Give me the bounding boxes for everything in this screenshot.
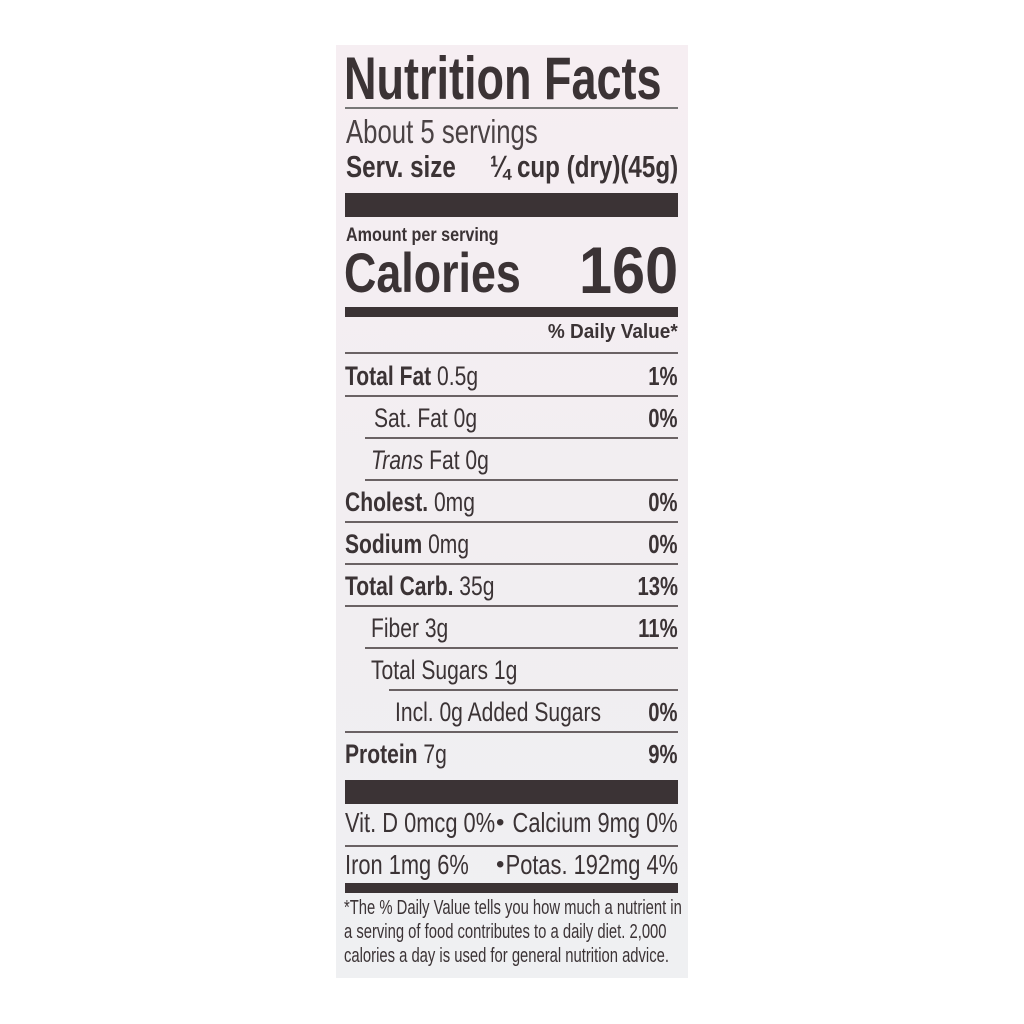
amount-per-serving: Amount per serving — [346, 225, 525, 247]
nutrient-row-total-carb: Total Carb. 35g 13% — [345, 565, 678, 607]
calories-value-text: 160 — [578, 233, 678, 307]
footnote-line: calories a day is used for general nutri… — [344, 945, 783, 968]
nutrient-row-trans-fat: Trans Fat 0g — [345, 439, 678, 481]
nutrient-amount: 1g — [493, 655, 518, 685]
daily-value-header: % Daily Value* — [541, 321, 678, 344]
nutrient-row-fiber: Fiber 3g 11% — [345, 607, 678, 649]
nutrient-name: Trans — [371, 445, 424, 475]
daily-value-header-text: % Daily Value* — [548, 321, 678, 343]
nutrient-amount: 7g — [423, 739, 447, 769]
nutrient-dv: 9% — [648, 739, 678, 769]
nutrient-row-sat-fat: Sat. Fat 0g 0% — [345, 397, 678, 439]
thick-bar — [345, 193, 678, 217]
micro-right-potassium: Potas. 192mg 4% — [457, 849, 678, 881]
serving-size-label: Serv. size — [346, 149, 487, 185]
nutrient-row-cholesterol: Cholest. 0mg 0% — [345, 481, 678, 523]
nutrient-name: Total Fat — [345, 361, 432, 391]
label-title: Nutrition Facts — [344, 47, 767, 111]
medium-bar — [345, 883, 678, 893]
nutrient-name: Incl. 0g Added Sugars — [395, 697, 602, 727]
nutrient-amount: 0.5g — [437, 361, 479, 391]
nutrient-row-total-sugars: Total Sugars 1g — [345, 649, 678, 691]
nutrient-dv: 1% — [648, 361, 678, 391]
micro-text: Vit. D 0mcg 0% — [345, 807, 496, 838]
nutrient-dv: 0% — [648, 487, 678, 517]
nutrient-amount: 0g — [453, 403, 478, 433]
calories-value: 160 — [568, 235, 678, 305]
serving-size-label-text: Serv. size — [346, 149, 456, 184]
title-text: Nutrition Facts — [344, 45, 662, 112]
micro-left-iron: Iron 1mg 6% — [345, 849, 504, 881]
bullet: • — [496, 809, 505, 836]
calories-label: Calories — [344, 243, 565, 303]
footnote-line: a serving of food contributes to a daily… — [344, 921, 780, 944]
nutrient-amount: 0mg — [428, 529, 470, 559]
nutrient-name: Total Carb. — [345, 571, 454, 601]
servings-text: About 5 servings — [346, 113, 538, 150]
thick-bar — [345, 780, 678, 804]
footnote-text: *The % Daily Value tells you how much a … — [344, 897, 682, 919]
nutrient-amount: 3g — [424, 613, 449, 643]
nutrient-row-added-sugars: Incl. 0g Added Sugars 0% — [345, 691, 678, 733]
bullet: • — [496, 851, 505, 878]
nutrient-name: Fiber — [371, 613, 419, 643]
divider — [345, 845, 678, 847]
nutrient-dv: 0% — [648, 697, 678, 727]
servings-per-container: About 5 servings — [346, 113, 592, 151]
nutrient-name: Sat. Fat — [374, 403, 448, 433]
footnote-text: calories a day is used for general nutri… — [344, 945, 669, 967]
nutrient-dv: 13% — [637, 571, 678, 601]
nutrient-row-sodium: Sodium 0mg 0% — [345, 523, 678, 565]
micro-text: Calcium 9mg 0% — [512, 807, 678, 838]
nutrition-facts-label: Nutrition Facts About 5 servings Serv. s… — [336, 45, 688, 978]
nutrient-name: Protein — [345, 739, 418, 769]
nutrient-row-total-fat: Total Fat 0.5g 1% — [345, 355, 678, 397]
nutrient-name: Sodium — [345, 529, 423, 559]
nutrient-dv: 0% — [648, 529, 678, 559]
footnote-text: a serving of food contributes to a daily… — [344, 921, 667, 943]
serving-size-value-text: ¼ cup (dry)(45g) — [489, 149, 678, 184]
medium-bar — [345, 307, 678, 317]
nutrient-name: Cholest. — [345, 487, 429, 517]
nutrient-name: Total Sugars — [371, 655, 489, 685]
micro-text: Potas. 192mg 4% — [505, 849, 678, 880]
micro-left-vitd: Vit. D 0mcg 0% — [345, 807, 537, 839]
calories-label-text: Calories — [344, 241, 521, 304]
nutrient-amount: Fat 0g — [429, 445, 489, 475]
micro-text: Iron 1mg 6% — [345, 849, 469, 880]
divider — [345, 107, 678, 109]
nutrient-row-protein: Protein 7g 9% — [345, 733, 678, 775]
divider — [345, 352, 678, 354]
micro-right-calcium: Calcium 9mg 0% — [466, 807, 678, 839]
nutrient-dv: 11% — [638, 613, 678, 643]
nutrient-amount: 35g — [459, 571, 495, 601]
nutrient-dv: 0% — [648, 403, 678, 433]
footnote-line: *The % Daily Value tells you how much a … — [344, 897, 801, 920]
serving-size-value: ¼ cup (dry)(45g) — [437, 149, 678, 185]
amount-per-serving-text: Amount per serving — [346, 225, 499, 246]
nutrient-amount: 0mg — [433, 487, 475, 517]
